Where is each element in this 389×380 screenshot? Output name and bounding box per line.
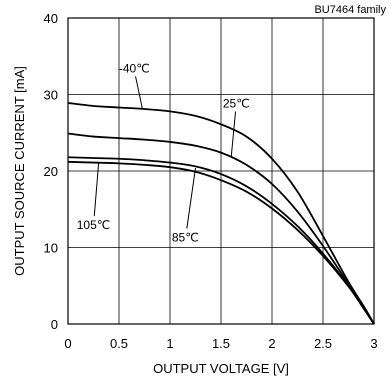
x-tick-label: 0.5 bbox=[110, 336, 128, 351]
y-axis-label: OUTPUT SOURCE CURRENT [mA] bbox=[12, 66, 27, 276]
annotation-label-85: 85℃ bbox=[172, 230, 199, 244]
x-tick-label: 3 bbox=[370, 336, 377, 351]
x-tick-label: 1 bbox=[166, 336, 173, 351]
annotation-label-25: 25℃ bbox=[223, 97, 250, 111]
annotations: -40℃ 25℃ 85℃ 105℃ bbox=[77, 61, 250, 244]
annotation-leader-40 bbox=[135, 76, 143, 110]
annotation-label-105: 105℃ bbox=[77, 218, 111, 232]
grid bbox=[68, 18, 374, 324]
series-line-25 bbox=[67, 132, 375, 325]
plot-frame bbox=[67, 17, 375, 325]
series-line-105 bbox=[67, 160, 375, 325]
annotation-leader-85 bbox=[186, 167, 196, 229]
x-axis-label: OUTPUT VOLTAGE [V] bbox=[153, 361, 289, 376]
y-tick-label: 0 bbox=[51, 317, 58, 332]
annotation-leader-25 bbox=[230, 111, 237, 158]
x-tick-label: 2.5 bbox=[314, 336, 332, 351]
x-tick-label: 0 bbox=[64, 336, 71, 351]
chart-title: BU7464 family bbox=[314, 4, 386, 16]
annotation-leader-105 bbox=[93, 163, 100, 217]
x-tick-label: 2 bbox=[268, 336, 275, 351]
x-tick-label: 1.5 bbox=[212, 336, 230, 351]
annotation-label-40: -40℃ bbox=[119, 61, 150, 75]
y-tick-label: 20 bbox=[44, 164, 58, 179]
y-tick-label: 40 bbox=[44, 11, 58, 26]
y-tick-label: 30 bbox=[44, 88, 58, 103]
y-tick-label: 10 bbox=[44, 241, 58, 256]
